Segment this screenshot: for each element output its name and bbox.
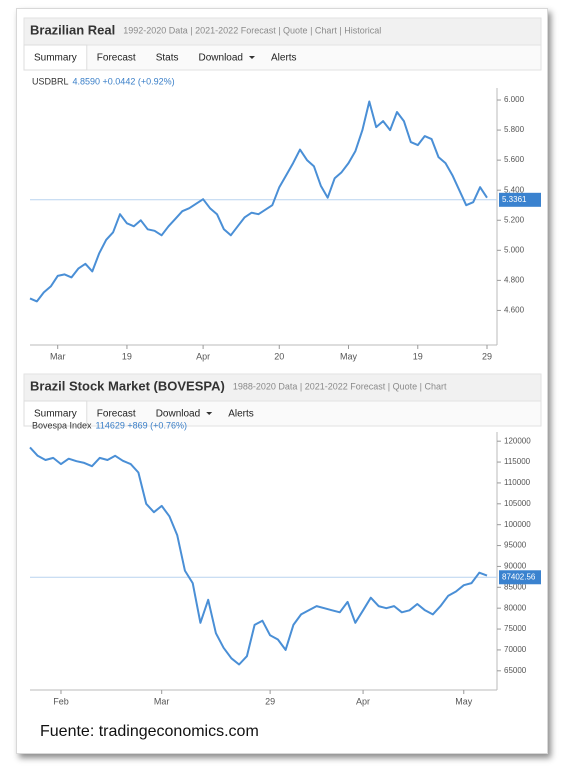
x-tick-label: 29 [265,696,275,706]
x-tick-label: May [340,351,358,361]
x-tick-label: Mar [50,351,66,361]
y-tick-label: 100000 [504,520,531,529]
y-tick-label: 5.400 [504,185,525,194]
y-tick-label: 5.200 [504,215,525,224]
y-tick-label: 65000 [504,666,527,675]
last-value-label: 87402.56 [502,572,536,581]
tab[interactable]: Alerts [228,409,254,420]
tab-bar [23,44,542,71]
y-tick-label: 110000 [504,478,531,487]
header-bar [23,17,542,46]
chart-title: Brazil Stock Market (BOVESPA) [30,378,225,393]
y-tick-label: 95000 [504,541,527,550]
last-value-flag [499,570,541,585]
tab[interactable]: Summary [34,409,77,420]
y-tick-label: 120000 [504,436,531,445]
x-tick-label: 19 [122,351,132,361]
x-tick-label: Apr [356,696,370,706]
data-line [29,100,488,303]
x-tick-label: 20 [274,351,284,361]
y-tick-label: 5.800 [504,125,525,134]
dropdown-caret [248,56,255,59]
y-tick-label: 70000 [504,645,527,654]
chart-title: Brazilian Real [30,22,115,37]
tab[interactable]: Forecast [97,409,136,420]
tab-active [23,400,88,427]
y-tick-label: 80000 [504,603,527,612]
tab[interactable]: Stats [156,53,179,64]
tab[interactable]: Forecast [97,53,136,64]
tab[interactable]: Summary [34,53,77,64]
y-tick-label: 75000 [504,624,527,633]
chart-subtitle: 1988-2020 Data | 2021-2022 Forecast | Qu… [233,381,447,391]
y-tick-label: 90000 [504,562,527,571]
header-bar [23,373,542,402]
ticker-quote: 114629 +869 (+0.76%) [96,420,187,430]
tab[interactable]: Download [156,409,200,420]
last-value-flag [499,192,541,207]
caption: Fuente: tradingeconomics.com [40,723,259,740]
y-tick-label: 4.600 [504,306,525,315]
x-tick-label: 19 [413,351,423,361]
ticker-name: Bovespa Index [32,420,92,430]
ticker-name: USDBRL [32,76,69,86]
y-tick-label: 115000 [504,457,531,466]
chart-subtitle: 1992-2020 Data | 2021-2022 Forecast | Qu… [123,25,381,35]
x-tick-label: Apr [196,351,210,361]
tab-active [23,44,88,71]
x-tick-label: Feb [53,696,69,706]
tab-bar [23,400,542,427]
y-tick-label: 5.000 [504,245,525,254]
y-tick-label: 5.600 [504,155,525,164]
y-tick-label: 6.000 [504,95,525,104]
dropdown-caret [206,412,213,415]
x-tick-label: May [455,696,473,706]
tab[interactable]: Alerts [271,53,297,64]
ticker-quote: 4.8590 +0.0442 (+0.92%) [73,76,175,86]
tab[interactable]: Download [199,53,243,64]
x-tick-label: 29 [482,351,492,361]
x-tick-label: Mar [154,696,170,706]
y-tick-label: 4.800 [504,275,525,284]
y-tick-label: 105000 [504,499,531,508]
data-line [29,446,488,666]
y-tick-label: 85000 [504,582,527,591]
last-value-label: 5.3361 [502,195,527,204]
